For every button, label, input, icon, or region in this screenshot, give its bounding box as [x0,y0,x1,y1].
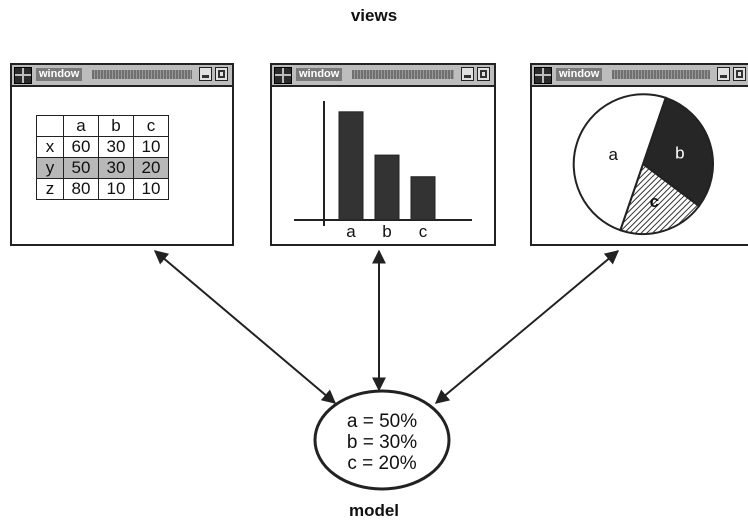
window-pie-view[interactable]: window b c a [530,63,748,246]
window-table-view[interactable]: window a b c x 60 30 10 y 50 30 20 [10,63,234,246]
pie-label-a: a [608,145,618,164]
pie-label-b: b [675,144,684,163]
arrow-table-model [153,250,337,404]
titlebar-drag-area[interactable] [92,70,192,79]
minimize-icon[interactable] [717,67,730,81]
arrow-pie-model [434,250,620,404]
model-line-c: c = 20% [347,453,416,474]
maximize-icon[interactable] [733,67,746,81]
table-corner-cell [36,115,64,137]
minimize-icon[interactable] [461,67,474,81]
system-menu-icon[interactable] [14,67,32,84]
bar-chart: a b c [294,101,472,241]
column-header: c [133,115,169,137]
table-cell: 10 [133,178,169,200]
row-header: z [36,178,64,200]
bar-a [338,111,364,221]
window-content: a b c x 60 30 10 y 50 30 20 z 80 10 10 [12,87,232,244]
table-cell: 10 [133,136,169,158]
window-title: window [36,68,83,81]
model-title: model [348,501,400,520]
model-ellipse [313,389,451,491]
pie-chart: b c a [572,93,714,235]
pie-label-c: c [650,192,659,211]
table-cell: 20 [133,157,169,179]
table-cell: 30 [98,157,134,179]
table-row-highlighted: y 50 30 20 [36,157,169,179]
table-cell: 80 [63,178,99,200]
data-table: a b c x 60 30 10 y 50 30 20 z 80 10 10 [36,115,169,200]
model-line-b: b = 30% [347,432,417,453]
window-title: window [556,68,603,81]
maximize-icon[interactable] [477,67,490,81]
window-content: a b c [272,87,494,244]
bar-b [374,154,400,221]
window-content: b c a [532,87,748,244]
table-row: z 80 10 10 [36,178,169,200]
table-header-row: a b c [36,115,169,137]
pie-slice-a [572,93,667,232]
titlebar-drag-area[interactable] [352,70,454,79]
bar-label-b: b [382,222,391,241]
row-header: x [36,136,64,158]
window-titlebar[interactable]: window [272,65,494,87]
titlebar-drag-area[interactable] [612,70,710,79]
bar-label-c: c [419,222,428,241]
table-cell: 60 [63,136,99,158]
window-titlebar[interactable]: window [12,65,232,87]
minimize-icon[interactable] [199,67,212,81]
pie-slice-b [641,96,714,208]
table-cell: 30 [98,136,134,158]
column-header: b [98,115,134,137]
maximize-icon[interactable] [215,67,228,81]
table-cell: 50 [63,157,99,179]
column-header: a [63,115,99,137]
window-title: window [296,68,343,81]
pie-slice-c [619,162,701,235]
system-menu-icon[interactable] [274,67,292,84]
row-header: y [36,157,64,179]
bar-c [410,176,436,221]
model-line-a: a = 50% [347,411,417,432]
window-titlebar[interactable]: window [532,65,748,87]
bar-label-a: a [346,222,356,241]
table-row: x 60 30 10 [36,136,169,158]
system-menu-icon[interactable] [534,67,552,84]
views-title: views [350,6,398,25]
table-cell: 10 [98,178,134,200]
window-bar-view[interactable]: window a b c [270,63,496,246]
